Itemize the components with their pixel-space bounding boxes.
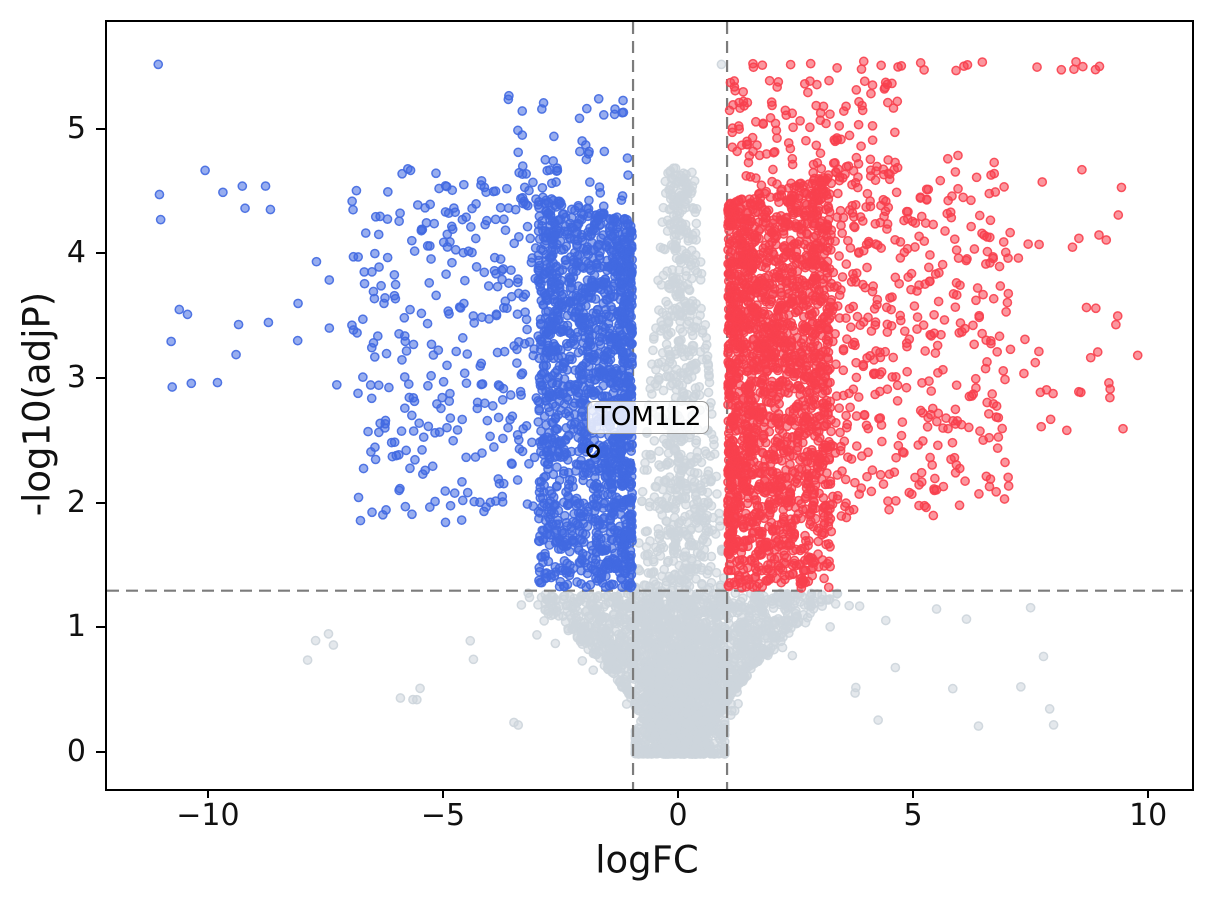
x-tick-mark bbox=[912, 789, 915, 798]
y-tick-mark bbox=[96, 376, 105, 379]
y-tick-label: 2 bbox=[66, 484, 86, 520]
x-tick-label: 0 bbox=[668, 798, 688, 833]
y-tick-label: 1 bbox=[66, 609, 86, 645]
x-tick-mark bbox=[1147, 789, 1150, 798]
gene-annotation-label: TOM1L2 bbox=[587, 401, 710, 435]
y-tick-label: 0 bbox=[66, 734, 86, 770]
y-tick-label: 3 bbox=[66, 359, 86, 395]
x-tick-label: 5 bbox=[903, 798, 923, 833]
y-tick-mark bbox=[96, 751, 105, 754]
y-tick-mark bbox=[96, 127, 105, 130]
x-tick-mark bbox=[206, 789, 209, 798]
x-tick-mark bbox=[677, 789, 680, 798]
plot-area bbox=[105, 20, 1194, 791]
x-tick-mark bbox=[442, 789, 444, 798]
x-tick-label: −10 bbox=[176, 798, 240, 833]
x-tick-label: −5 bbox=[420, 798, 466, 833]
y-tick-mark bbox=[96, 252, 105, 255]
y-tick-label: 4 bbox=[66, 235, 86, 271]
y-axis-label: -log10(adjP) bbox=[15, 291, 59, 517]
y-tick-mark bbox=[96, 626, 105, 629]
x-axis-label: logFC bbox=[595, 838, 699, 882]
y-tick-label: 5 bbox=[66, 110, 86, 146]
y-tick-mark bbox=[96, 501, 105, 504]
x-tick-label: 10 bbox=[1129, 798, 1168, 833]
